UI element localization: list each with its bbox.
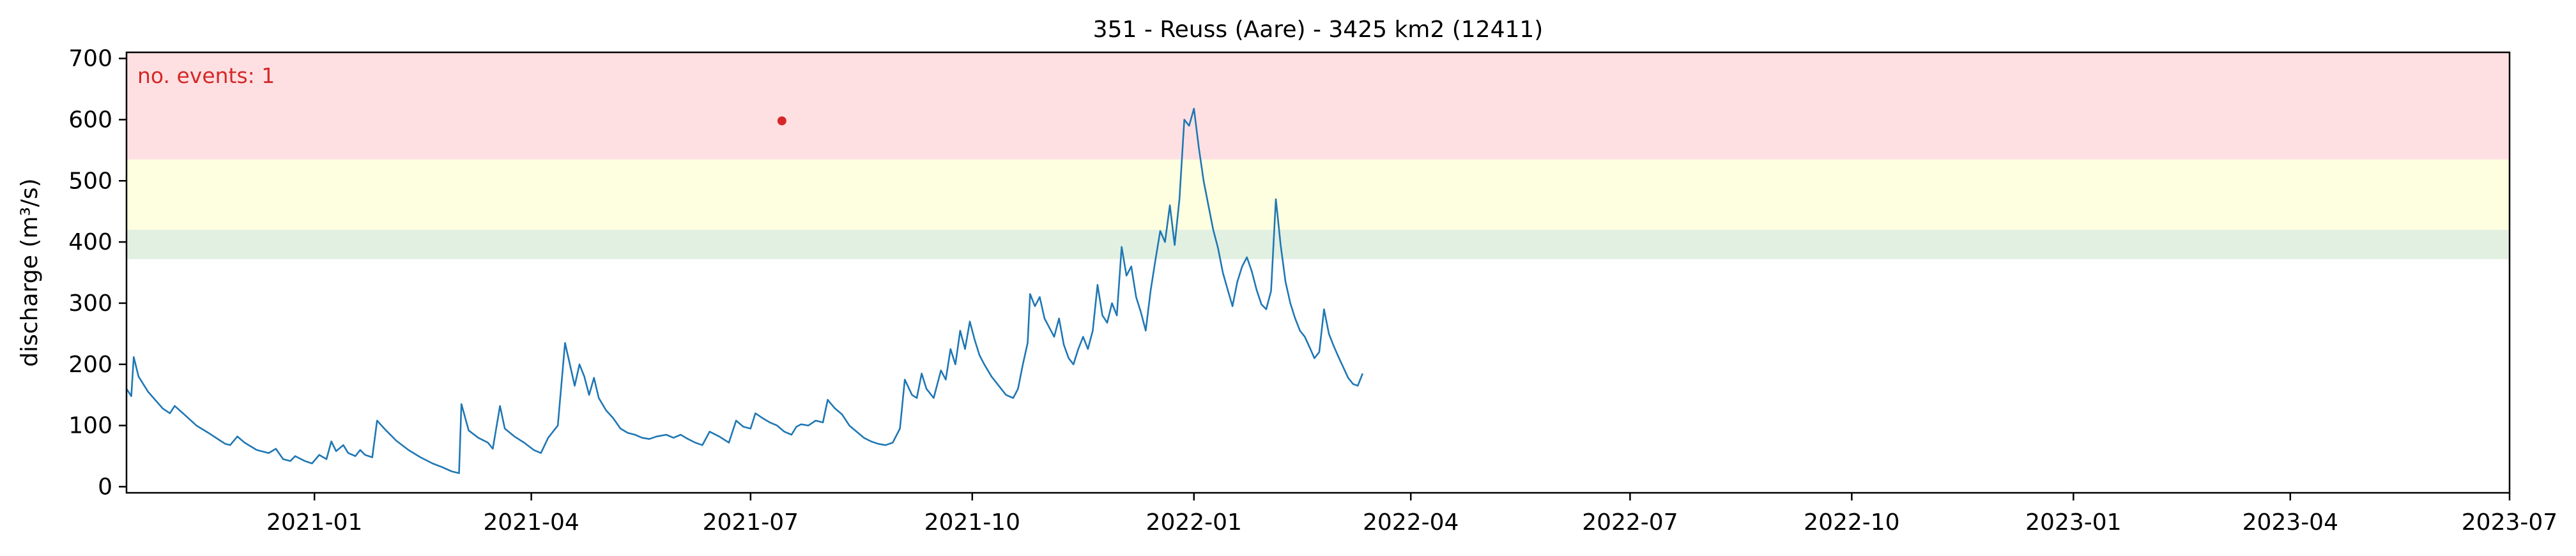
threshold-band-2 — [126, 159, 2510, 230]
x-tick-label: 2023-01 — [2025, 509, 2121, 536]
chart-title: 351 - Reuss (Aare) - 3425 km2 (12411) — [1093, 17, 1544, 43]
y-tick-label: 300 — [68, 290, 112, 317]
x-tick-label: 2022-04 — [1363, 509, 1459, 536]
y-tick-label: 0 — [98, 474, 112, 500]
y-tick-label: 600 — [68, 107, 112, 133]
y-tick-label: 700 — [68, 46, 112, 72]
x-tick-label: 2022-07 — [1582, 509, 1678, 536]
threshold-band-3 — [126, 52, 2510, 160]
x-tick-label: 2023-07 — [2462, 509, 2557, 536]
plot-frame — [125, 51, 2511, 494]
event-count-annotation: no. events: 1 — [137, 63, 275, 88]
x-tick-label: 2021-04 — [483, 509, 579, 536]
y-tick-label: 400 — [68, 229, 112, 255]
x-tick-label: 2021-01 — [266, 509, 362, 536]
x-tick-label: 2022-01 — [1146, 509, 1242, 536]
x-tick-label: 2022-10 — [1804, 509, 1899, 536]
y-tick-label: 100 — [68, 413, 112, 439]
y-tick-label: 500 — [68, 168, 112, 194]
event-layer — [777, 116, 786, 126]
x-tick-label: 2023-04 — [2242, 509, 2338, 536]
x-tick-label: 2021-07 — [703, 509, 799, 536]
event-marker — [777, 116, 786, 126]
threshold-bands — [126, 52, 2510, 259]
y-axis: 0 100 200 300 400 500 600 700 — [68, 46, 126, 500]
y-axis-label: discharge (m³/s) — [17, 178, 43, 366]
discharge-line — [125, 107, 1364, 474]
x-axis: 2021-01 2021-04 2021-07 2021-10 2022-01 2022-… — [266, 493, 2557, 536]
threshold-band-1 — [126, 229, 2510, 259]
series-layer — [125, 107, 1364, 474]
x-tick-label: 2021-10 — [924, 509, 1020, 536]
y-tick-label: 200 — [68, 352, 112, 378]
